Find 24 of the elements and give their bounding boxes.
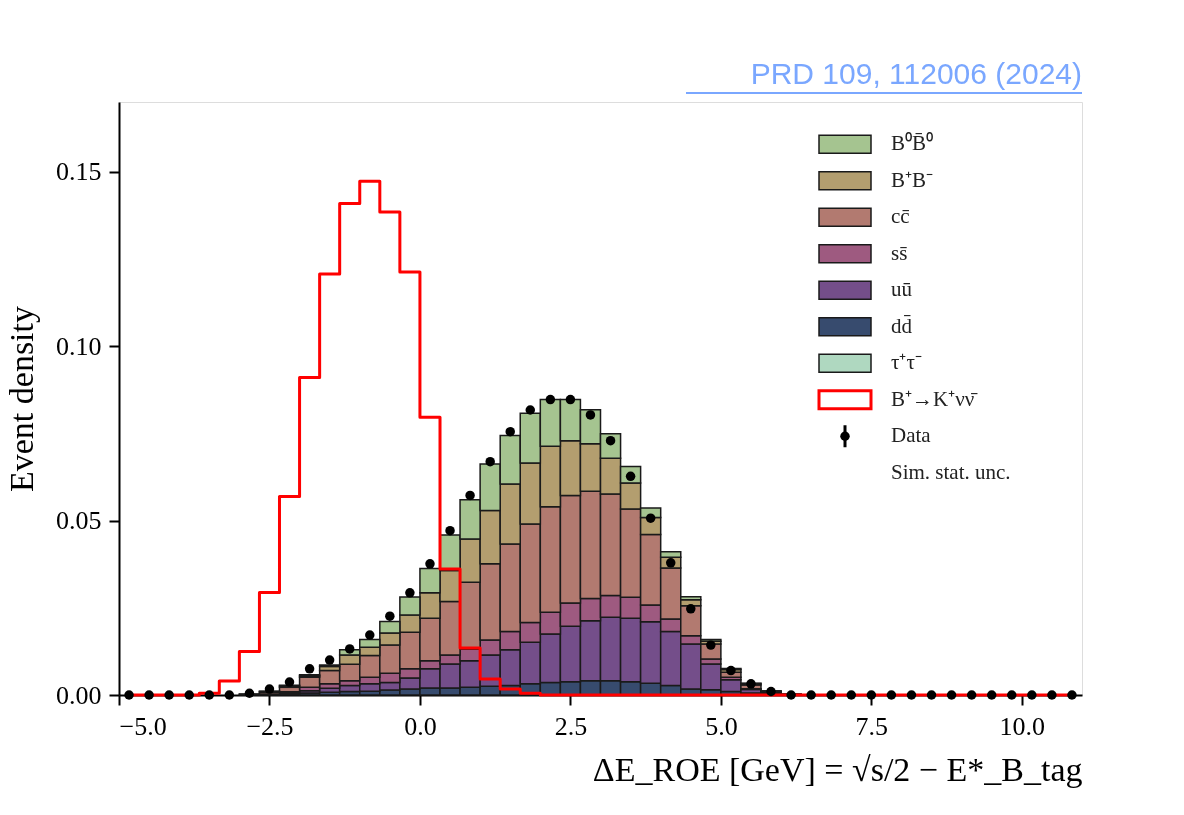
legend-label: Data — [891, 423, 932, 448]
y-tick-label: 0.10 — [56, 331, 102, 361]
x-tick-label: 0.0 — [404, 711, 437, 741]
legend-label: B⁰B̄⁰ — [891, 131, 934, 156]
x-tick-label: 2.5 — [554, 711, 588, 741]
legend-label: B⁺B⁻ — [891, 167, 934, 192]
legend-label: cc̄ — [891, 204, 910, 229]
x-tick-label: 5.0 — [705, 711, 738, 741]
x-tick-label: −5.0 — [119, 711, 167, 741]
legend-label: ss̄ — [891, 240, 908, 265]
y-tick-label: 0.00 — [56, 680, 102, 710]
x-axis-title: ΔE_ROE [GeV] = √s/2 − E*_B_tag — [592, 750, 1083, 788]
legend-label: uū — [891, 277, 913, 302]
text: PRD 109, 112006 (2024) — [750, 57, 1082, 90]
y-tick-label: 0.15 — [56, 157, 102, 187]
y-tick-label: 0.05 — [56, 506, 102, 536]
legend-label: B⁺→K⁺νν̄ — [891, 386, 979, 411]
x-tick-label: −2.5 — [246, 711, 294, 741]
x-tick-label: 10.0 — [999, 711, 1046, 741]
x-tick-label: 7.5 — [855, 711, 889, 741]
legend-label: dd̄ — [891, 313, 913, 338]
annotation: Sim. stat. unc. — [891, 459, 1011, 484]
y-axis-title: Event density — [3, 305, 40, 493]
legend-label: τ⁺τ⁻ — [891, 350, 922, 375]
